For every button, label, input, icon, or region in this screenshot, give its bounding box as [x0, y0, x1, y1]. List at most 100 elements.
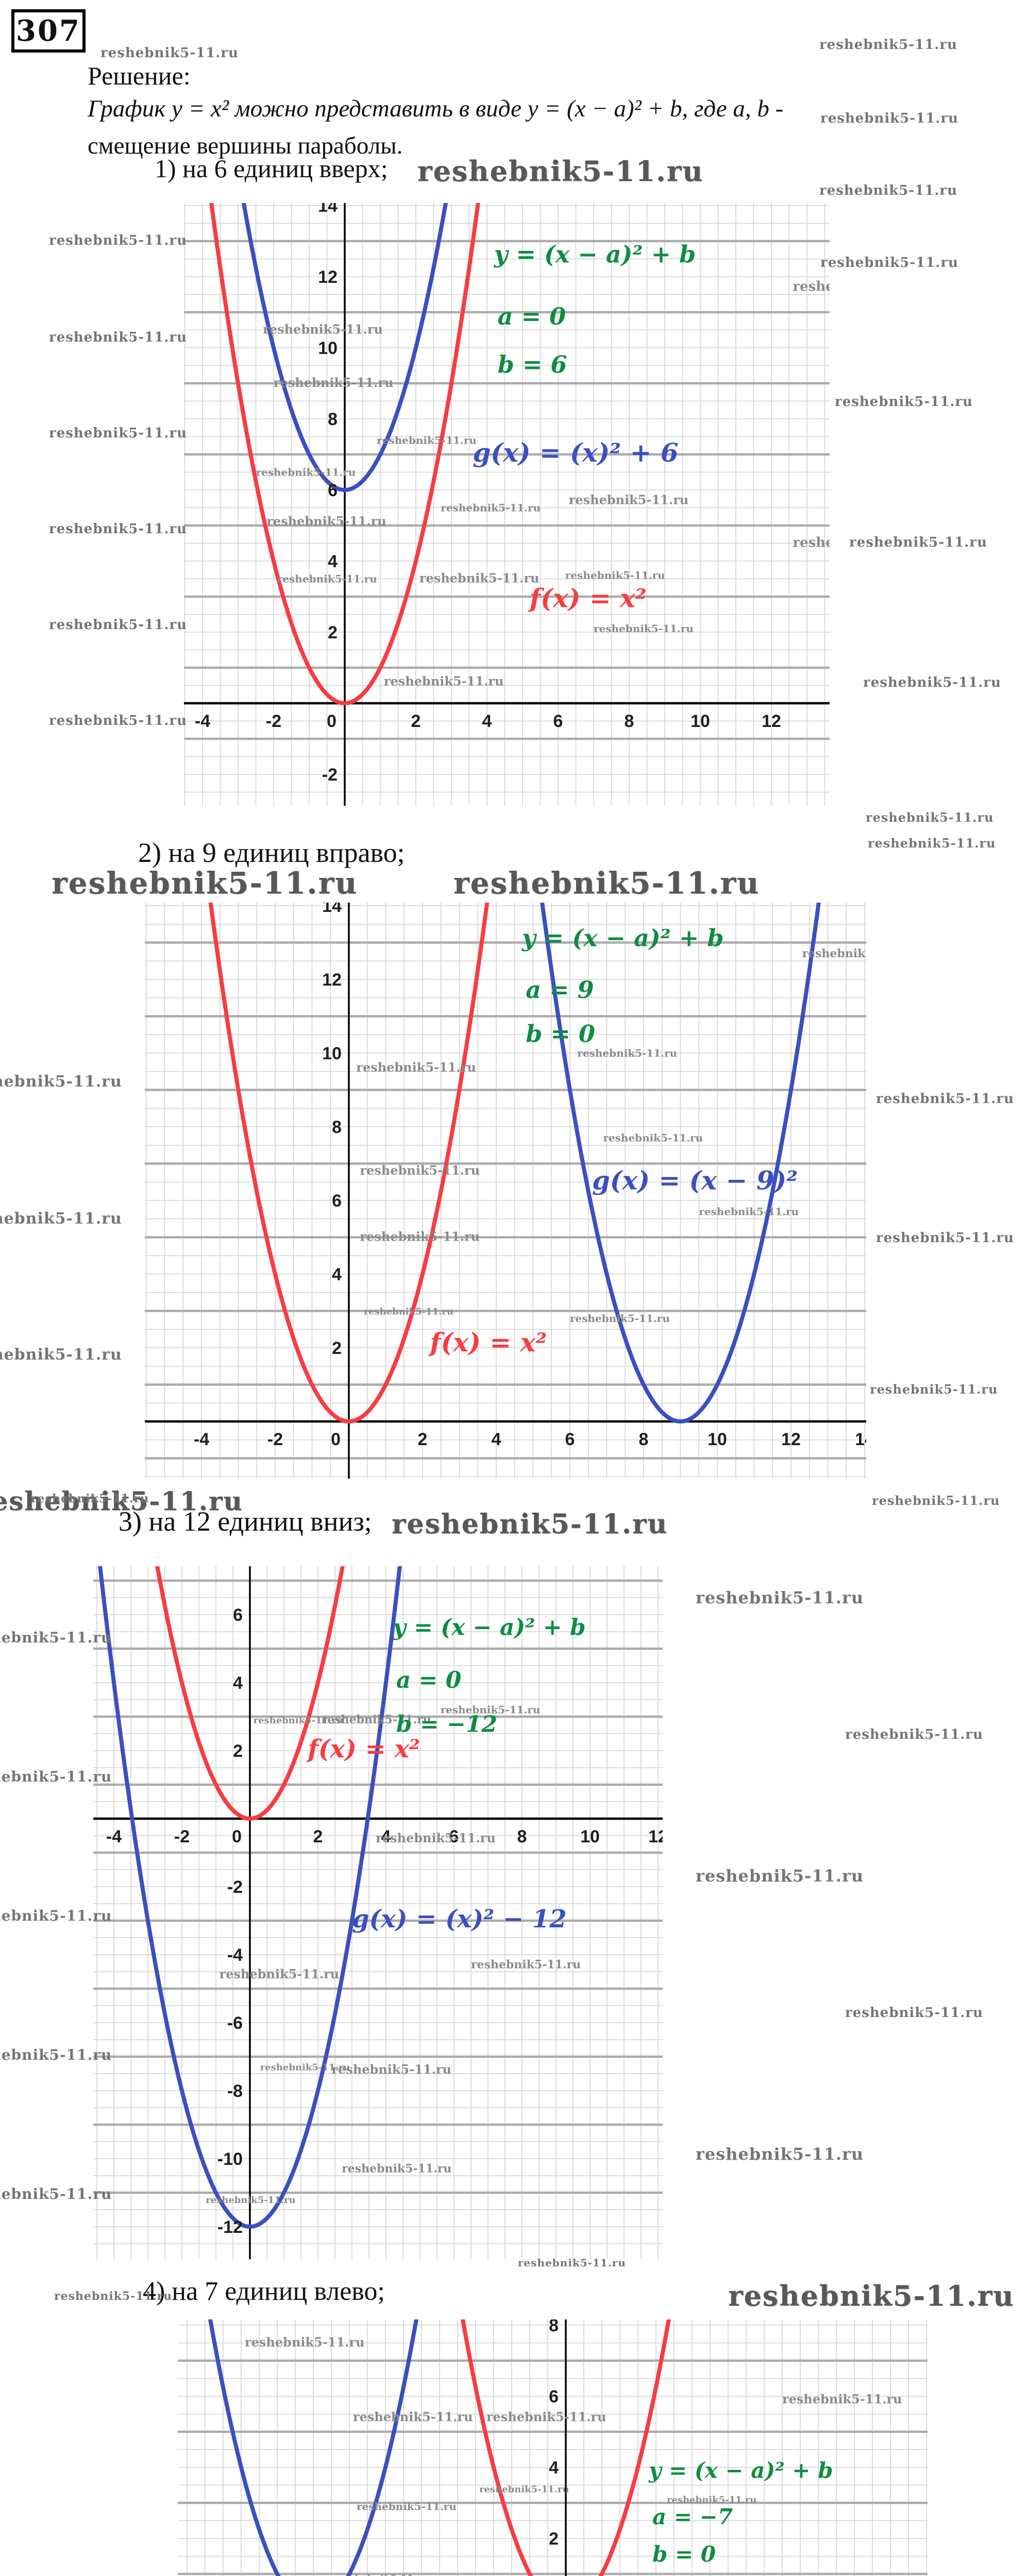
y-tick-label: 8: [332, 1117, 342, 1137]
x-tick-label: -4: [194, 1430, 209, 1449]
watermark: reshebnik5-11.ru: [849, 535, 988, 550]
x-tick-label: 4: [381, 1827, 391, 1846]
annotation-param: b = 0: [526, 1020, 595, 1048]
watermark: reshebnik5-11.ru: [0, 2185, 112, 2202]
watermark: reshebnik5-11.ru: [696, 2144, 864, 2164]
y-tick-label: 8: [328, 410, 338, 429]
x-tick-label: 10: [580, 1827, 600, 1846]
y-tick-label: 6: [332, 1191, 342, 1211]
watermark: reshebnik5-11.ru: [518, 2257, 626, 2269]
intro-line-2: смещение вершины параболы.: [88, 132, 403, 159]
watermark: reshebnik5-11.ru: [820, 255, 959, 270]
y-tick-label: -8: [227, 2081, 243, 2101]
intro-line-1: График y = x² можно представить в виде y…: [88, 95, 784, 122]
watermark-inplot: reshebnik5-11.ru: [331, 2062, 451, 2077]
y-tick-label: 10: [322, 1044, 342, 1063]
x-tick-label: 6: [553, 711, 563, 731]
watermark-inplot: reshebnik5-11.ru: [603, 1132, 703, 1144]
watermark-inplot: reshebnik5-11.ru: [479, 2484, 569, 2495]
watermark: reshebnik5-11.ru: [819, 183, 958, 198]
graph-canvas: -4 -2 0 2 4 6 8 10 12 6 4 2 -2 -4 -6 -8 -10 -12 reshebnik5…: [93, 1566, 663, 2259]
x-tick-label: 6: [449, 1827, 459, 1846]
annotation-param: a = 9: [526, 976, 594, 1004]
x-tick-label: 12: [762, 711, 781, 731]
y-tick-label: 2: [549, 2529, 559, 2549]
watermark-inplot: reshebnik5-11.ru: [471, 1958, 581, 1971]
watermark: reshebnik5-11.ru: [49, 617, 188, 633]
y-tick-label: 6: [233, 1605, 243, 1625]
curve-g: [241, 203, 448, 492]
watermark-inplot: reshebnik5-11.ru: [577, 1047, 677, 1059]
watermark: reshebnik5-11.ru: [876, 1230, 1015, 1246]
watermark: reshebnik5-11.ru: [872, 1493, 1000, 1508]
problem-number-box: 307: [11, 9, 86, 53]
curve-label: g(x) = (x)² + 6: [473, 437, 678, 468]
y-tick-label: 10: [318, 338, 338, 358]
watermark: reshebnik5-11.ru: [0, 2046, 112, 2063]
curve-f: [209, 203, 480, 705]
x-tick-label: -2: [267, 1430, 283, 1449]
x-tick-label: -2: [174, 1827, 190, 1846]
x-tick-label: 8: [625, 711, 634, 731]
watermark: reshebnik5-11.ru: [417, 155, 704, 188]
watermark-inplot: reshebnik5-11.ru: [360, 1229, 480, 1244]
section-heading-1: 1) на 6 единиц вверх;: [155, 154, 388, 183]
watermark: reshebnik5-11.ru: [31, 1492, 149, 1505]
annotation-param: y = (x − a)² + b: [521, 924, 724, 952]
y-tick-label: 12: [318, 267, 338, 287]
x-tick-label: 6: [565, 1430, 575, 1449]
watermark-inplot: reshebnik5-11.ru: [245, 2334, 365, 2349]
y-tick-label: -4: [227, 1945, 243, 1965]
x-tick-label: 0: [327, 711, 336, 731]
annotation-param: y = (x − a)² + b: [494, 240, 696, 268]
watermark-inplot: reshebnik5-11.ru: [570, 1312, 670, 1325]
x-tick-label: 14: [855, 1430, 866, 1449]
watermark-inplot: reshebnik5-11.ru: [699, 1206, 799, 1218]
annotation-param: b = 0: [652, 2541, 716, 2567]
watermark-inplot: reshebnik5-11.ru: [263, 321, 383, 336]
section-heading-4: 4) на 7 единиц влево;: [143, 2277, 385, 2306]
annotation-param: a = −7: [652, 2504, 733, 2529]
watermark-inplot: reshebnik5-11.ru: [793, 279, 830, 295]
watermark-inplot: reshebnik5-11.ru: [377, 434, 477, 446]
graph-3: -4 -2 0 2 4 6 8 10 12 6 4 2 -2 -4 -6 -8 -10 -12 reshebnik5…: [93, 1566, 663, 2259]
watermark: reshebnik5-11.ru: [392, 1509, 668, 1540]
watermark-inplot: reshebnik5-11.ru: [441, 501, 541, 514]
problem-number: 307: [16, 14, 81, 48]
x-tick-label: -2: [266, 711, 281, 731]
annotation-param: a = 0: [396, 1667, 462, 1693]
x-tick-label: 8: [517, 1827, 527, 1846]
watermark-inplot: reshebnik5-11.ru: [206, 2195, 295, 2206]
watermark-inplot: reshebnik5-11.ru: [565, 569, 665, 582]
watermark-inplot: reshebnik5-11.ru: [793, 535, 830, 550]
watermark-inplot: reshebnik5-11.ru: [486, 2409, 606, 2424]
watermark-inplot: reshebnik5-11.ru: [569, 493, 689, 507]
watermark-inplot: reshebnik5-11.ru: [357, 2500, 457, 2513]
watermark-inplot: reshebnik5-11.ru: [322, 1713, 431, 1726]
watermark: reshebnik5-11.ru: [49, 426, 188, 441]
watermark-inplot: reshebnik5-11.ru: [802, 947, 866, 960]
curve-g: [98, 1566, 402, 2229]
section-heading-3: 3) на 12 единиц вниз;: [119, 1506, 372, 1537]
annotation-param: y = (x − a)² + b: [648, 2458, 833, 2483]
watermark-inplot: reshebnik5-11.ru: [384, 674, 504, 689]
curve-f: [155, 1566, 345, 1821]
graph-canvas: -10-8-6-4-2024682468-2reshebnik5-11.rure…: [178, 2319, 928, 2576]
x-tick-label: 0: [331, 1430, 341, 1449]
graph-4: -10-8-6-4-2024682468-2reshebnik5-11.rure…: [178, 2319, 928, 2576]
graph-canvas: -4 -2 0 2 4 6 8 10 12 14 2 4 6 8 10 12 14 reshebnik5-11.r…: [145, 903, 866, 1479]
watermark: reshebnik5-11.ru: [0, 1768, 112, 1785]
y-tick-label: 14: [318, 203, 338, 216]
watermark-inplot: reshebnik5-11.ru: [266, 514, 386, 529]
watermark-inplot: reshebnik5-11.ru: [441, 1703, 541, 1716]
graph-2: -4 -2 0 2 4 6 8 10 12 14 2 4 6 8 10 12 14 reshebnik5-11.r…: [145, 903, 866, 1479]
watermark: reshebnik5-11.ru: [49, 233, 188, 248]
y-tick-label: 2: [328, 623, 338, 642]
y-tick-label: 4: [233, 1673, 243, 1693]
x-tick-label: 4: [492, 1430, 501, 1449]
watermark: reshebnik5-11.ru: [0, 1346, 122, 1364]
x-tick-label: 2: [418, 1430, 428, 1449]
x-tick-label: 10: [707, 1430, 727, 1449]
watermark-inplot: reshebnik5-11.ru: [254, 1715, 343, 1726]
